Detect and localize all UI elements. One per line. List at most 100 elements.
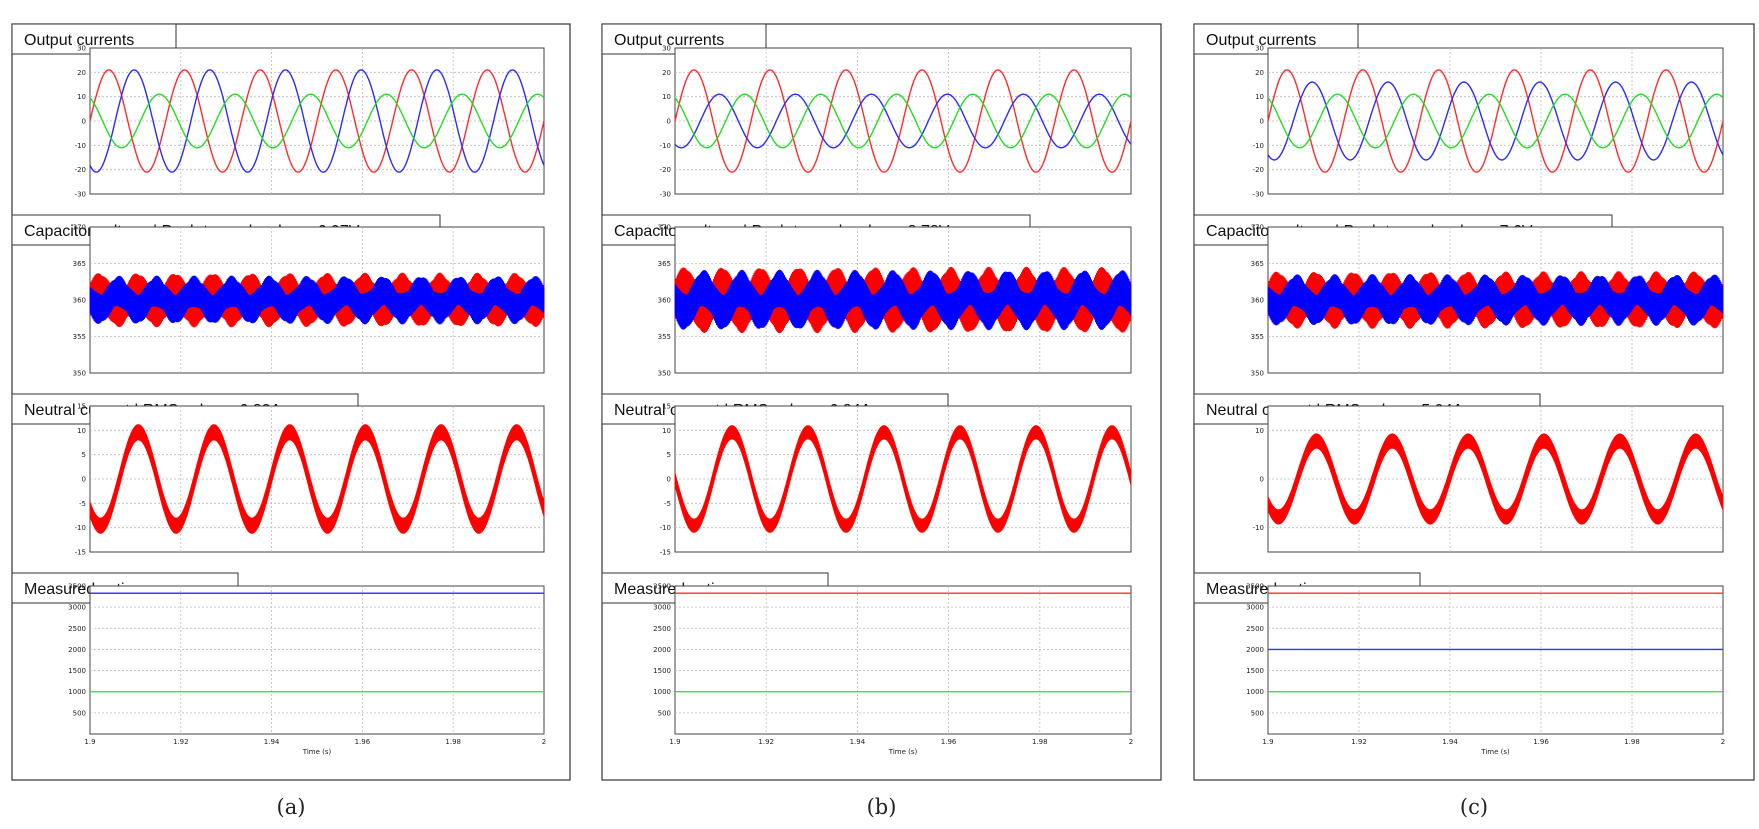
y-tick-label: 2000 (1246, 646, 1264, 654)
y-tick-label: 355 (658, 333, 671, 341)
y-tick-label: -10 (75, 524, 86, 532)
y-tick-label: 360 (1251, 297, 1264, 305)
y-tick-label: 2000 (653, 646, 671, 654)
series-line-0 (1267, 433, 1724, 525)
y-tick-label: 360 (73, 297, 86, 305)
y-tick-label: 1500 (1246, 667, 1264, 675)
x-tick-label: 1.94 (1442, 738, 1458, 746)
y-tick-label: 0 (82, 476, 86, 484)
y-tick-label: 3500 (653, 583, 671, 591)
series-line-0 (674, 425, 1132, 533)
y-tick-label: 370 (73, 224, 86, 232)
y-tick-label: 10 (662, 93, 671, 101)
y-tick-label: 10 (77, 93, 86, 101)
x-tick-label: 2 (1129, 738, 1133, 746)
x-tick-label: 1.92 (758, 738, 774, 746)
y-tick-label: 500 (658, 709, 671, 717)
y-tick-label: -5 (79, 500, 86, 508)
y-tick-label: -10 (75, 142, 86, 150)
y-tick-label: -30 (660, 191, 671, 199)
y-tick-label: 15 (77, 403, 86, 411)
y-tick-label: 365 (73, 260, 86, 268)
series-line-0 (89, 424, 545, 534)
y-tick-label: 3000 (653, 604, 671, 612)
y-tick-label: -20 (1253, 166, 1264, 174)
y-tick-label: 10 (1255, 427, 1264, 435)
series-line-2 (89, 93, 545, 149)
series-line-1 (674, 269, 1132, 331)
x-tick-label: 1.92 (1351, 738, 1367, 746)
plot-area (89, 585, 545, 735)
y-tick-label: 0 (1260, 476, 1264, 484)
y-tick-label: 3000 (68, 604, 86, 612)
y-tick-label: 1500 (68, 667, 86, 675)
figure-0: Output currents3020100-10-20-30Capacitor… (11, 23, 571, 781)
series-line-0 (1267, 69, 1724, 173)
panel-1: Capacitor voltage | Peak-to-peak value =… (11, 214, 545, 378)
series-line-0 (89, 69, 545, 173)
y-tick-label: 500 (73, 709, 86, 717)
y-tick-label: 3000 (1246, 604, 1264, 612)
x-tick-label: 1.96 (355, 738, 371, 746)
y-tick-label: -10 (1253, 142, 1264, 150)
series-line-0 (674, 69, 1132, 173)
x-tick-label: 1.98 (445, 738, 461, 746)
panel-1: Capacitor voltage | Peak-to-peak value =… (601, 214, 1132, 378)
y-tick-label: 2500 (653, 625, 671, 633)
series-line-1 (89, 275, 545, 325)
y-tick-label: 20 (1255, 69, 1264, 77)
y-tick-label: 370 (658, 224, 671, 232)
y-tick-label: 0 (82, 118, 86, 126)
x-tick-label: 1.94 (264, 738, 280, 746)
x-tick-label: 1.98 (1624, 738, 1640, 746)
x-tick-label: 1.94 (850, 738, 866, 746)
y-tick-label: -20 (75, 166, 86, 174)
x-tick-label: 1.9 (669, 738, 680, 746)
y-tick-label: -5 (664, 500, 671, 508)
y-tick-label: -15 (660, 549, 671, 557)
y-tick-label: -20 (660, 166, 671, 174)
y-tick-label: 10 (662, 427, 671, 435)
x-tick-label: 1.96 (1533, 738, 1549, 746)
panel-title: Output currents (24, 32, 134, 49)
y-tick-label: -30 (1253, 191, 1264, 199)
x-tick-label: 1.9 (84, 738, 95, 746)
y-tick-label: 30 (1255, 45, 1264, 53)
y-tick-label: 355 (73, 333, 86, 341)
y-tick-label: 5 (667, 451, 671, 459)
series-line-2 (1267, 93, 1724, 149)
y-tick-label: 350 (73, 370, 86, 378)
y-tick-label: 360 (658, 297, 671, 305)
y-tick-label: 355 (1251, 333, 1264, 341)
series-line-2 (674, 93, 1132, 149)
panel-2: Neutral current | RMS value = 5.94A100-1… (1193, 393, 1724, 553)
y-tick-label: 365 (1251, 260, 1264, 268)
y-tick-label: 1000 (653, 688, 671, 696)
figure-label: (b) (866, 795, 897, 819)
y-tick-label: 500 (1251, 709, 1264, 717)
y-tick-label: -30 (75, 191, 86, 199)
panel-3: Measured active power3500300025002000150… (601, 572, 1133, 756)
panel-1: Capacitor voltage | Peak-to-peak value =… (1193, 214, 1724, 378)
y-tick-label: 370 (1251, 224, 1264, 232)
y-tick-label: 10 (77, 427, 86, 435)
panel-2: Neutral current | RMS value = 6.82A15105… (11, 393, 545, 557)
y-tick-label: -10 (660, 142, 671, 150)
figure-label: (a) (276, 795, 306, 819)
figure-1: Output currents3020100-10-20-30Capacitor… (601, 23, 1162, 781)
y-tick-label: 0 (1260, 118, 1264, 126)
x-tick-label: 1.96 (941, 738, 957, 746)
series-line-1 (89, 69, 545, 173)
panel-title: Output currents (614, 32, 724, 49)
y-tick-label: 5 (82, 451, 86, 459)
y-tick-label: -15 (75, 549, 86, 557)
y-tick-label: 30 (77, 45, 86, 53)
y-tick-label: 2500 (68, 625, 86, 633)
x-tick-label: 2 (542, 738, 546, 746)
plot-area (1267, 585, 1724, 735)
y-tick-label: 3500 (68, 583, 86, 591)
plot-area (1267, 405, 1724, 553)
x-axis-label: Time (s) (302, 748, 332, 756)
